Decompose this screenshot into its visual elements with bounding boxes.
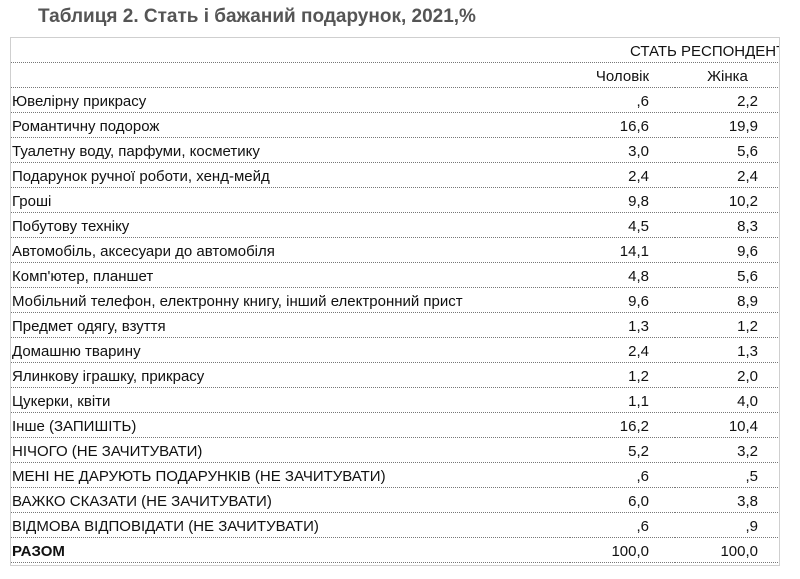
row-label: Автомобіль, аксесуари до автомобіля	[10, 237, 570, 263]
value-male: 9,6	[570, 287, 675, 313]
row-label: Домашню тварину	[10, 337, 570, 363]
value-female: 8,3	[675, 212, 781, 238]
table-row: Подарунок ручної роботи, хенд-мейд 2,4 2,4	[10, 162, 781, 188]
header-row-group: СТАТЬ РЕСПОНДЕНТА	[10, 37, 781, 63]
row-label: Подарунок ручної роботи, хенд-мейд	[10, 162, 570, 188]
value-male: 5,2	[570, 437, 675, 463]
value-male: 4,8	[570, 262, 675, 288]
value-male: 9,8	[570, 187, 675, 213]
table-row: Романтичну подорож 16,6 19,9	[10, 112, 781, 138]
total-row: РАЗОМ 100,0 100,0	[10, 537, 781, 563]
row-label: Предмет одягу, взуття	[10, 312, 570, 338]
row-label: Гроші	[10, 187, 570, 213]
gift-by-gender-table: СТАТЬ РЕСПОНДЕНТА Чоловік Жінка Ювелірну…	[10, 37, 781, 563]
table-row: Туалетну воду, парфуми, косметику 3,0 5,6	[10, 137, 781, 163]
value-male: 1,1	[570, 387, 675, 413]
value-male: 4,5	[570, 212, 675, 238]
value-male: 6,0	[570, 487, 675, 513]
table-row: МЕНІ НЕ ДАРУЮТЬ ПОДАРУНКІВ (НЕ ЗАЧИТУВАТ…	[10, 462, 781, 488]
value-female: 5,6	[675, 262, 781, 288]
table-row: Предмет одягу, взуття 1,3 1,2	[10, 312, 781, 338]
value-female: 2,2	[675, 87, 781, 113]
table-row: Домашню тварину 2,4 1,3	[10, 337, 781, 363]
value-male: ,6	[570, 512, 675, 538]
header-empty-cell	[10, 37, 570, 63]
row-label: НІЧОГО (НЕ ЗАЧИТУВАТИ)	[10, 437, 570, 463]
value-male: 3,0	[570, 137, 675, 163]
row-label: Комп'ютер, планшет	[10, 262, 570, 288]
value-male: ,6	[570, 462, 675, 488]
header-empty-cell	[10, 62, 570, 88]
value-male: 16,2	[570, 412, 675, 438]
value-female: 8,9	[675, 287, 781, 313]
value-male: 2,4	[570, 162, 675, 188]
table-row: ВІДМОВА ВІДПОВІДАТИ (НЕ ЗАЧИТУВАТИ) ,6,9	[10, 512, 781, 538]
row-label: МЕНІ НЕ ДАРУЮТЬ ПОДАРУНКІВ (НЕ ЗАЧИТУВАТ…	[10, 462, 570, 488]
row-label: Інше (ЗАПИШІТЬ)	[10, 412, 570, 438]
row-label: Романтичну подорож	[10, 112, 570, 138]
row-label: Мобільний телефон, електронну книгу, інш…	[10, 287, 570, 313]
value-female: 3,8	[675, 487, 781, 513]
value-female: 1,2	[675, 312, 781, 338]
table-row: Побутову техніку 4,5 8,3	[10, 212, 781, 238]
value-female: ,9	[675, 512, 781, 538]
value-female: 10,4	[675, 412, 781, 438]
row-label: Цукерки, квіти	[10, 387, 570, 413]
table-row: Гроші 9,8 10,2	[10, 187, 781, 213]
value-male: 2,4	[570, 337, 675, 363]
row-label: РАЗОМ	[10, 537, 570, 563]
value-female: 19,9	[675, 112, 781, 138]
header-row-columns: Чоловік Жінка	[10, 62, 781, 88]
table-title: Таблиця 2. Стать і бажаний подарунок, 20…	[38, 6, 476, 27]
row-label: ВАЖКО СКАЗАТИ (НЕ ЗАЧИТУВАТИ)	[10, 487, 570, 513]
value-female: 1,3	[675, 337, 781, 363]
table-row: Мобільний телефон, електронну книгу, інш…	[10, 287, 781, 313]
row-label: ВІДМОВА ВІДПОВІДАТИ (НЕ ЗАЧИТУВАТИ)	[10, 512, 570, 538]
value-female: 9,6	[675, 237, 781, 263]
row-label: Ялинкову іграшку, прикрасу	[10, 362, 570, 388]
group-header: СТАТЬ РЕСПОНДЕНТА	[570, 37, 781, 63]
row-label: Побутову техніку	[10, 212, 570, 238]
table-row: Інше (ЗАПИШІТЬ) 16,2 10,4	[10, 412, 781, 438]
table-row: Цукерки, квіти 1,1 4,0	[10, 387, 781, 413]
value-female: 100,0	[675, 537, 781, 563]
table-row: ВАЖКО СКАЗАТИ (НЕ ЗАЧИТУВАТИ) 6,0 3,8	[10, 487, 781, 513]
table-row: Ялинкову іграшку, прикрасу 1,2 2,0	[10, 362, 781, 388]
value-male: 14,1	[570, 237, 675, 263]
value-female: 2,0	[675, 362, 781, 388]
value-male: ,6	[570, 87, 675, 113]
value-male: 1,3	[570, 312, 675, 338]
row-label: Ювелірну прикрасу	[10, 87, 570, 113]
value-female: 4,0	[675, 387, 781, 413]
value-female: 3,2	[675, 437, 781, 463]
table-row: Автомобіль, аксесуари до автомобіля 14,1 9…	[10, 237, 781, 263]
table-row: Комп'ютер, планшет 4,8 5,6	[10, 262, 781, 288]
value-male: 1,2	[570, 362, 675, 388]
table-row: НІЧОГО (НЕ ЗАЧИТУВАТИ) 5,2 3,2	[10, 437, 781, 463]
column-header-male: Чоловік	[570, 62, 675, 88]
column-header-female: Жінка	[675, 62, 781, 88]
value-male: 16,6	[570, 112, 675, 138]
value-female: 10,2	[675, 187, 781, 213]
row-label: Туалетну воду, парфуми, косметику	[10, 137, 570, 163]
value-female: 2,4	[675, 162, 781, 188]
value-female: 5,6	[675, 137, 781, 163]
value-male: 100,0	[570, 537, 675, 563]
value-female: ,5	[675, 462, 781, 488]
table-row: Ювелірну прикрасу ,6 2,2	[10, 87, 781, 113]
